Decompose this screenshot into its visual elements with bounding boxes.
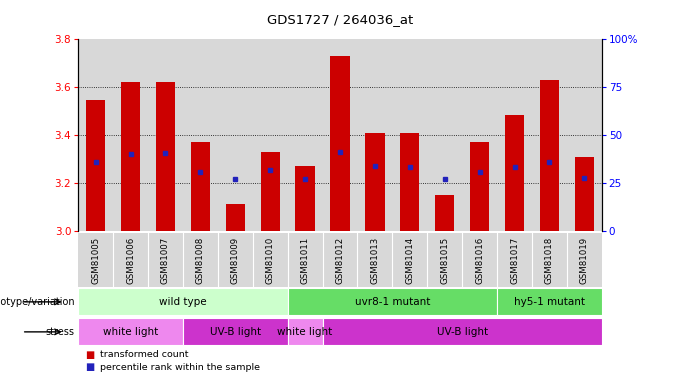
Text: GSM81019: GSM81019 [580, 237, 589, 284]
Text: GSM81009: GSM81009 [231, 237, 240, 284]
Bar [427, 39, 462, 231]
Bar [148, 232, 183, 287]
Text: GSM81012: GSM81012 [335, 237, 345, 284]
Text: GDS1727 / 264036_at: GDS1727 / 264036_at [267, 13, 413, 26]
Text: GSM81005: GSM81005 [91, 237, 100, 284]
Text: GSM81014: GSM81014 [405, 237, 414, 284]
Text: GSM81018: GSM81018 [545, 237, 554, 284]
Bar [86, 100, 105, 231]
Bar [392, 232, 427, 287]
Text: white light: white light [277, 327, 333, 337]
Text: UV-B light: UV-B light [437, 327, 488, 337]
Text: stress: stress [46, 327, 75, 337]
Text: GSM81017: GSM81017 [510, 237, 519, 284]
Bar [322, 232, 358, 287]
Bar [288, 288, 497, 315]
Text: wild type: wild type [159, 297, 207, 307]
Bar [567, 232, 602, 287]
Bar [322, 318, 602, 345]
Bar [470, 142, 489, 231]
Bar [462, 39, 497, 231]
Bar [435, 195, 454, 231]
Bar [78, 39, 113, 231]
Bar [401, 133, 420, 231]
Bar [462, 232, 497, 287]
Bar [532, 39, 567, 231]
Text: ■: ■ [85, 362, 95, 372]
Text: GSM81011: GSM81011 [301, 237, 309, 284]
Text: GSM81016: GSM81016 [475, 237, 484, 284]
Text: uvr8-1 mutant: uvr8-1 mutant [355, 297, 430, 307]
Bar [253, 39, 288, 231]
Text: transformed count: transformed count [100, 350, 188, 359]
Text: percentile rank within the sample: percentile rank within the sample [100, 363, 260, 372]
Bar [113, 39, 148, 231]
Bar [78, 318, 183, 345]
Bar [497, 232, 532, 287]
Text: white light: white light [103, 327, 158, 337]
Bar [296, 166, 315, 231]
Bar [427, 232, 462, 287]
Text: GSM81010: GSM81010 [266, 237, 275, 284]
Bar [288, 39, 322, 231]
Bar [575, 156, 594, 231]
Bar [288, 318, 322, 345]
Text: GSM81015: GSM81015 [440, 237, 449, 284]
Bar [183, 318, 288, 345]
Bar [218, 39, 253, 231]
Bar [567, 39, 602, 231]
Bar [358, 39, 392, 231]
Bar [148, 39, 183, 231]
Bar [156, 82, 175, 231]
Bar [226, 204, 245, 231]
Text: GSM81008: GSM81008 [196, 237, 205, 284]
Text: genotype/variation: genotype/variation [0, 297, 75, 307]
Bar [113, 232, 148, 287]
Bar [358, 232, 392, 287]
Bar [288, 232, 322, 287]
Bar [330, 56, 350, 231]
Bar [183, 232, 218, 287]
Bar [532, 232, 567, 287]
Bar [260, 152, 279, 231]
Text: ■: ■ [85, 350, 95, 360]
Bar [191, 142, 210, 231]
Bar [365, 133, 384, 231]
Bar [540, 80, 559, 231]
Bar [121, 82, 140, 231]
Bar [78, 232, 113, 287]
Text: hy5-1 mutant: hy5-1 mutant [514, 297, 585, 307]
Bar [218, 232, 253, 287]
Text: GSM81007: GSM81007 [161, 237, 170, 284]
Bar [322, 39, 358, 231]
Bar [392, 39, 427, 231]
Bar [505, 115, 524, 231]
Bar [253, 232, 288, 287]
Bar [78, 288, 288, 315]
Text: GSM81013: GSM81013 [371, 237, 379, 284]
Bar [497, 288, 602, 315]
Bar [183, 39, 218, 231]
Text: GSM81006: GSM81006 [126, 237, 135, 284]
Bar [497, 39, 532, 231]
Text: UV-B light: UV-B light [209, 327, 261, 337]
